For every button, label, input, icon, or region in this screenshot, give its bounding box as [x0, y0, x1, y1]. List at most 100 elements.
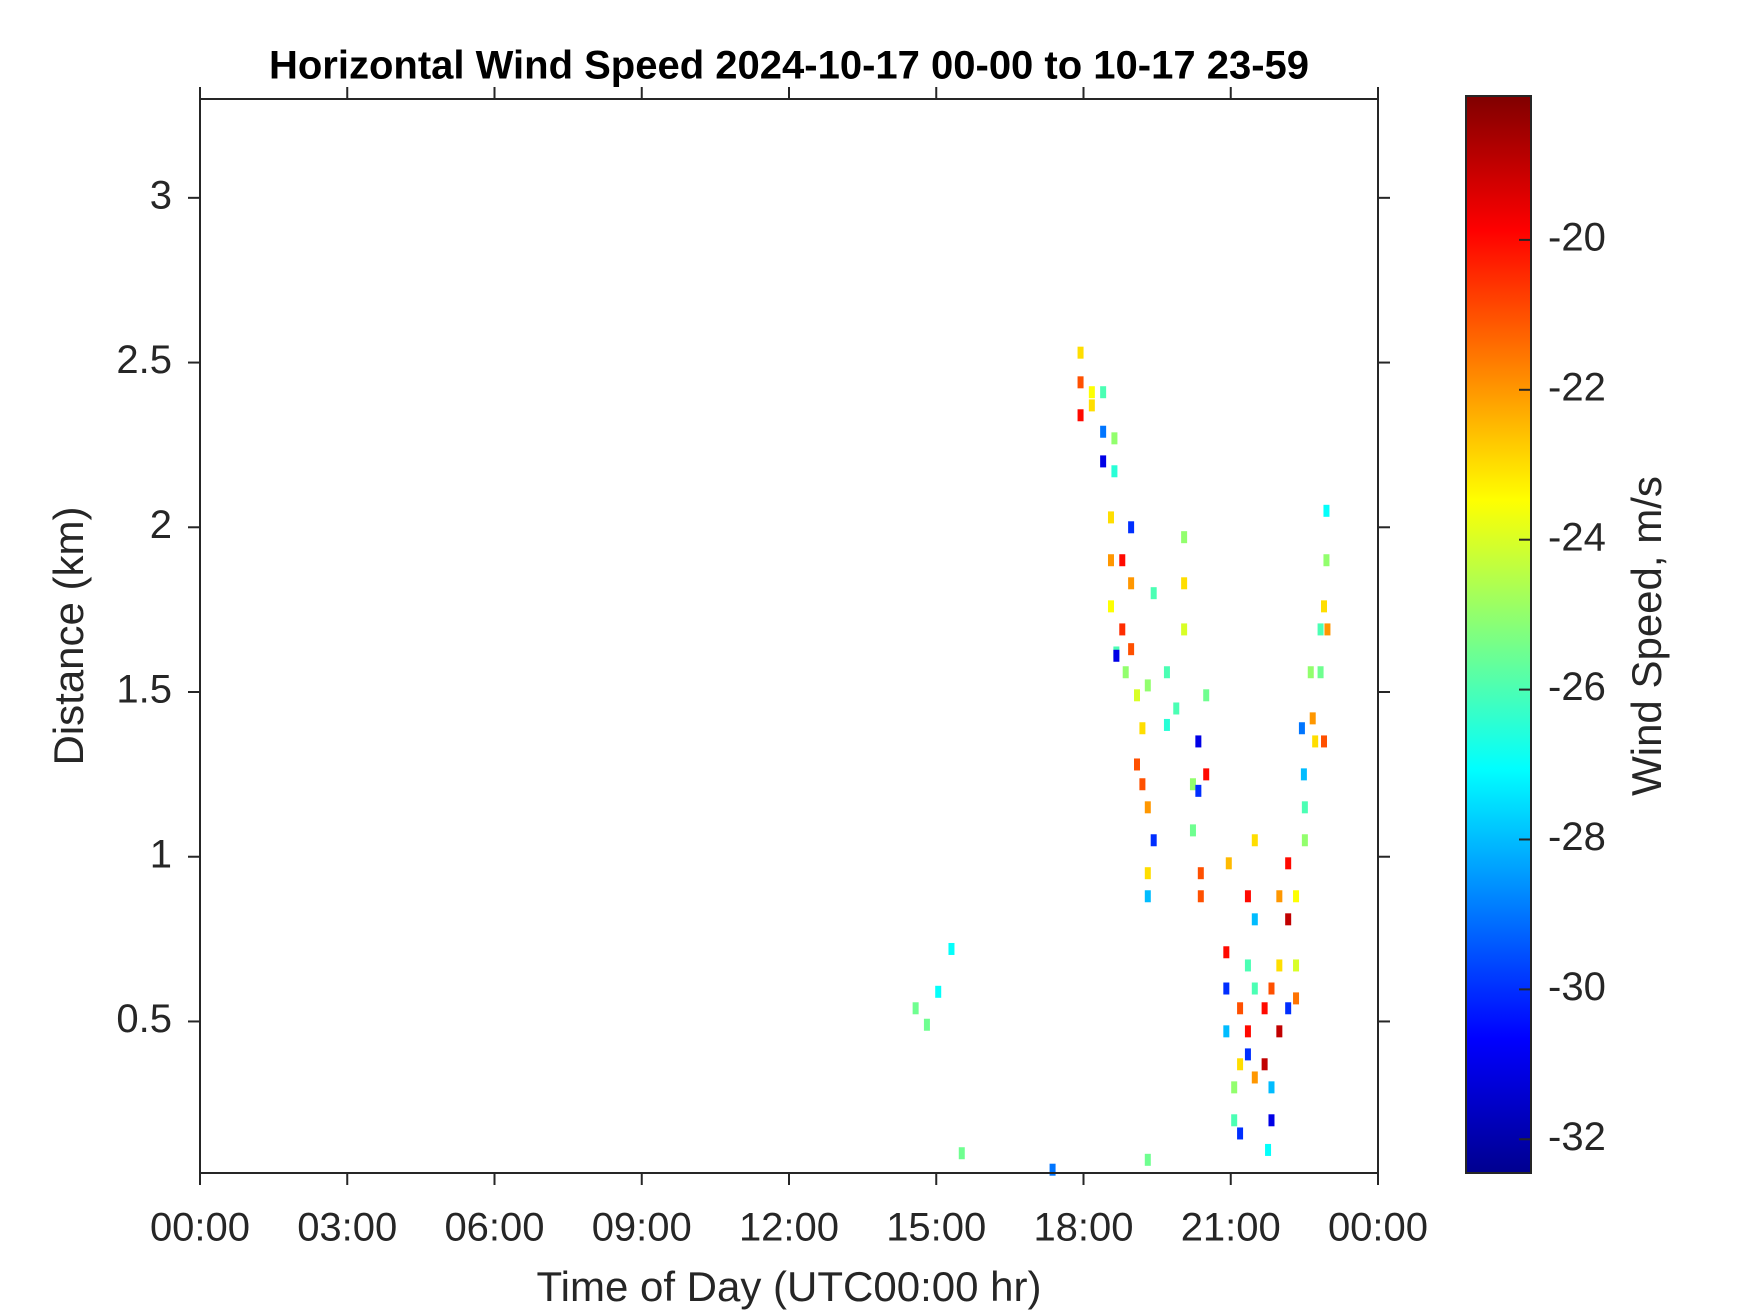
heatmap-cell	[1225, 857, 1232, 870]
heatmap-cell	[1144, 679, 1151, 692]
heatmap-cell	[1203, 768, 1210, 781]
heatmap-cell	[1237, 1058, 1244, 1071]
colorbar-tick-label: -28	[1548, 815, 1606, 859]
heatmap-cell	[1173, 702, 1180, 715]
heatmap-cell	[935, 985, 942, 998]
heatmap-cell	[1181, 531, 1188, 544]
heatmap-cell	[1134, 689, 1141, 702]
colorbar	[1465, 95, 1532, 1174]
heatmap-cell	[1237, 1002, 1244, 1015]
heatmap-cell	[1181, 577, 1188, 590]
y-tick-label: 0.5	[116, 997, 172, 1041]
y-tick-label: 3	[150, 173, 172, 217]
heatmap-cell	[1049, 1163, 1056, 1176]
y-tick-label: 1.5	[116, 668, 172, 712]
heatmap-cell	[1111, 465, 1118, 478]
heatmap-cell	[1268, 1081, 1275, 1094]
heatmap-cell	[1144, 890, 1151, 903]
heatmap-cell	[1195, 735, 1202, 748]
heatmap-cell	[1107, 600, 1114, 613]
heatmap-cell	[1298, 722, 1305, 735]
x-tick-label: 03:00	[297, 1206, 397, 1250]
heatmap-cell	[1309, 712, 1316, 725]
y-tick-label: 1	[150, 832, 172, 876]
heatmap-cell	[1301, 834, 1308, 847]
heatmap-cell	[1324, 623, 1331, 636]
heatmap-cell	[1119, 554, 1126, 567]
heatmap-cell	[1251, 1071, 1258, 1084]
heatmap-cell	[912, 1002, 919, 1015]
heatmap-cell	[1100, 425, 1107, 438]
heatmap-cell	[1107, 554, 1114, 567]
heatmap-cell	[1223, 982, 1230, 995]
heatmap-cell	[1139, 778, 1146, 791]
heatmap-cell	[1150, 834, 1157, 847]
heatmap-cell	[1088, 399, 1095, 412]
heatmap-cell	[1323, 554, 1330, 567]
heatmap-cell	[1285, 913, 1292, 926]
heatmap-cell	[1251, 982, 1258, 995]
heatmap-cell	[1307, 666, 1314, 679]
colorbar-tick-label: -30	[1548, 965, 1606, 1009]
heatmap-cell	[1163, 718, 1170, 731]
heatmap-cell	[1321, 600, 1328, 613]
heatmap-cell	[1276, 959, 1283, 972]
y-axis-label: Distance (km)	[45, 506, 92, 765]
heatmap-cell	[1134, 758, 1141, 771]
colorbar-tick-label: -26	[1548, 665, 1606, 709]
colorbar-tick-label: -20	[1548, 215, 1606, 259]
colorbar-tick-label: -32	[1548, 1115, 1606, 1159]
x-tick-label: 09:00	[592, 1206, 692, 1250]
heatmap-cell	[1301, 801, 1308, 814]
heatmap-cell	[1088, 386, 1095, 399]
heatmap-cell	[1077, 346, 1084, 359]
heatmap-cell	[1293, 890, 1300, 903]
heatmap-cell	[1139, 722, 1146, 735]
heatmap-cell	[1317, 623, 1324, 636]
heatmap-cell	[1321, 735, 1328, 748]
heatmap-cell	[1107, 511, 1114, 524]
heatmap-cell	[1317, 666, 1324, 679]
heatmap-cell	[1203, 689, 1210, 702]
heatmap-cell	[1181, 623, 1188, 636]
x-tick-label: 12:00	[739, 1206, 839, 1250]
heatmap-cell	[1223, 1025, 1230, 1038]
heatmap-cell	[1312, 735, 1319, 748]
heatmap-cell	[1293, 992, 1300, 1005]
x-tick-label: 00:00	[1328, 1206, 1428, 1250]
heatmap-cell	[1150, 587, 1157, 600]
y-tick-label: 2	[150, 503, 172, 547]
heatmap-cell	[1285, 857, 1292, 870]
heatmap-cell	[1293, 959, 1300, 972]
heatmap-cell	[1244, 1048, 1251, 1061]
heatmap-cell	[1268, 1114, 1275, 1127]
heatmap-cell	[1144, 801, 1151, 814]
x-tick-label: 21:00	[1181, 1206, 1281, 1250]
heatmap-cell	[1077, 376, 1084, 389]
heatmap-cell	[1276, 890, 1283, 903]
heatmap-cell	[1244, 959, 1251, 972]
heatmap-cell	[1163, 666, 1170, 679]
heatmap-cell	[1261, 1058, 1268, 1071]
colorbar-tick-label: -22	[1548, 365, 1606, 409]
heatmap-cell	[1111, 432, 1118, 445]
heatmap-cell	[1189, 778, 1196, 791]
x-tick-label: 15:00	[886, 1206, 986, 1250]
heatmap-cell	[1231, 1081, 1238, 1094]
x-tick-label: 00:00	[150, 1206, 250, 1250]
chart-title: Horizontal Wind Speed 2024-10-17 00-00 t…	[269, 44, 1309, 88]
heatmap-cell	[1223, 946, 1230, 959]
heatmap-cell	[1285, 1002, 1292, 1015]
heatmap-cell	[1261, 1002, 1268, 1015]
heatmap-cell	[1244, 890, 1251, 903]
heatmap-cell	[1268, 982, 1275, 995]
heatmap-cell	[1251, 913, 1258, 926]
heatmap-cell	[1100, 455, 1107, 468]
heatmap-cell	[948, 942, 955, 955]
heatmap-cell	[1251, 834, 1258, 847]
heatmap-cell	[1197, 867, 1204, 880]
heatmap-cell	[923, 1018, 930, 1031]
heatmap-cell	[1144, 867, 1151, 880]
heatmap-cell	[1122, 666, 1129, 679]
